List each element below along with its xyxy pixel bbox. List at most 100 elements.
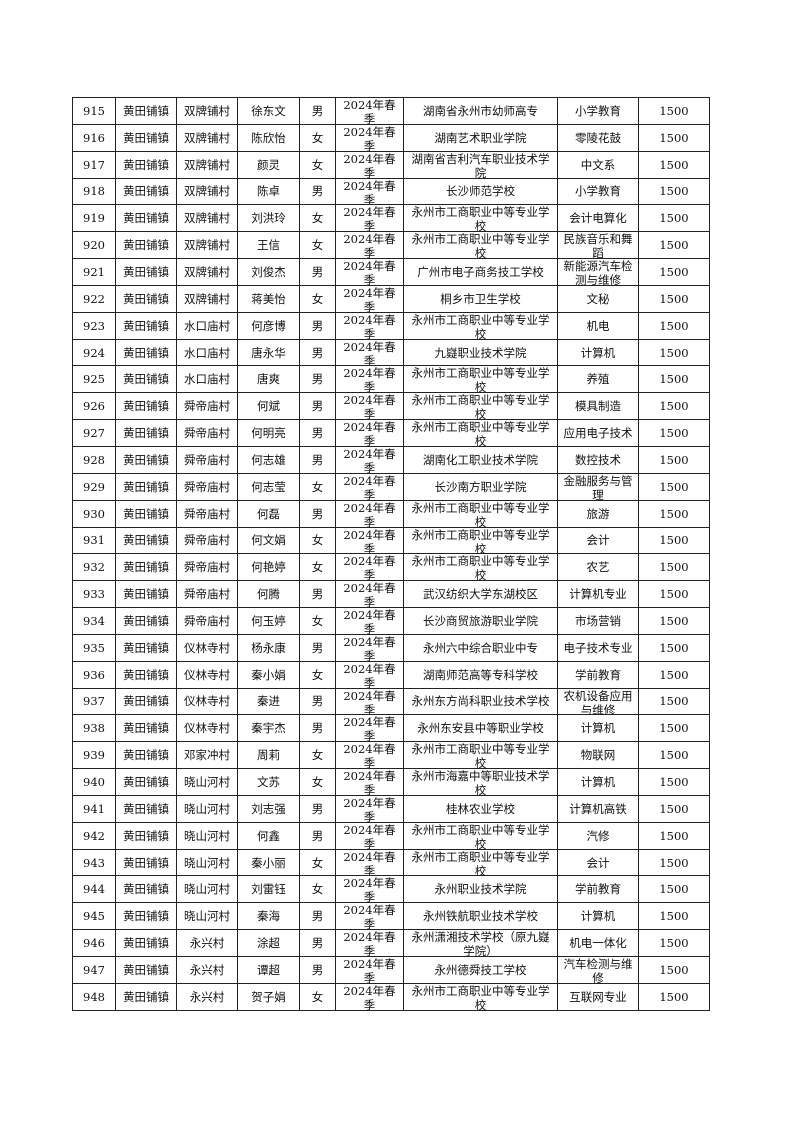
semester-cell: 2024年春季 — [335, 392, 404, 421]
major-cell: 机电一体化 — [557, 929, 639, 957]
gender-text: 男 — [311, 184, 324, 199]
amount-text: 1500 — [659, 264, 689, 279]
semester-text: 2024年春季 — [343, 957, 396, 983]
gender-cell: 女 — [299, 472, 336, 501]
major-cell: 民族音乐和舞蹈 — [557, 231, 639, 260]
town-cell: 黄田铺镇 — [115, 231, 177, 260]
serial-number-cell: 945 — [72, 902, 116, 931]
town-cell: 黄田铺镇 — [115, 902, 177, 931]
table-row: 942 黄田铺镇 晓山河村 何鑫 男 2024年春季 永州市工商职业中等专业学校 汽修 1500 — [72, 821, 710, 850]
school-text: 永州职业技术学院 — [434, 882, 527, 897]
gender-text: 男 — [311, 372, 324, 387]
amount-cell: 1500 — [638, 821, 710, 850]
school-text: 永州市工商职业中等专业学校 — [411, 366, 550, 393]
semester-text: 2024年春季 — [343, 500, 396, 527]
table-row: 927 黄田铺镇 舜帝庙村 何明亮 男 2024年春季 永州市工商职业中等专业学校 应用电子技… — [72, 419, 710, 447]
village-text: 舜帝庙村 — [184, 533, 230, 548]
village-text: 舜帝庙村 — [184, 506, 230, 521]
amount-cell: 1500 — [638, 929, 710, 957]
major-text: 农艺 — [586, 560, 610, 575]
amount-text: 1500 — [659, 721, 689, 736]
serial-number-text: 946 — [83, 936, 105, 951]
semester-text: 2024年春季 — [343, 446, 396, 473]
major-cell: 零陵花鼓 — [557, 123, 639, 152]
serial-number-cell: 926 — [72, 392, 116, 421]
student-name-text: 文苏 — [257, 775, 280, 790]
semester-text: 2024年春季 — [343, 661, 396, 688]
student-name-cell: 涂超 — [237, 929, 300, 957]
serial-number-cell: 930 — [72, 499, 116, 528]
student-name-text: 刘雷钰 — [251, 882, 286, 897]
school-cell: 湖南化工职业技术学院 — [403, 445, 558, 474]
town-text: 黄田铺镇 — [123, 130, 169, 145]
gender-cell: 女 — [299, 553, 336, 582]
gender-cell: 男 — [299, 365, 336, 394]
student-name-text: 何志莹 — [251, 479, 286, 494]
village-text: 舜帝庙村 — [184, 452, 230, 467]
village-cell: 水口庙村 — [176, 338, 238, 367]
table-row: 937 黄田铺镇 仪林寺村 秦进 男 2024年春季 永州东方尚科职业技术学校 农机设备应用与… — [72, 687, 710, 716]
student-name-cell: 王信 — [237, 231, 300, 260]
gender-text: 男 — [311, 962, 324, 977]
village-text: 仪林寺村 — [184, 667, 230, 682]
student-name-text: 蒋美怡 — [251, 291, 286, 306]
table-row: 920 黄田铺镇 双牌铺村 王信 女 2024年春季 永州市工商职业中等专业学校 民族音乐和舞… — [72, 231, 710, 260]
student-name-cell: 何文娟 — [237, 526, 300, 555]
major-text: 物联网 — [580, 748, 616, 763]
school-cell: 永州市工商职业中等专业学校 — [403, 821, 558, 850]
semester-cell: 2024年春季 — [335, 526, 404, 555]
school-cell: 永州市工商职业中等专业学校 — [403, 231, 558, 260]
serial-number-text: 941 — [83, 801, 105, 816]
school-text: 永州市工商职业中等专业学校 — [411, 232, 550, 259]
serial-number-text: 923 — [83, 318, 105, 333]
amount-text: 1500 — [659, 533, 689, 548]
amount-text: 1500 — [659, 828, 689, 843]
serial-number-text: 919 — [83, 211, 105, 226]
town-text: 黄田铺镇 — [123, 909, 169, 924]
serial-number-cell: 934 — [72, 607, 116, 635]
major-cell: 计算机 — [557, 714, 639, 743]
town-text: 黄田铺镇 — [123, 828, 169, 843]
table-row: 933 黄田铺镇 舜帝庙村 何腾 男 2024年春季 武汉纺织大学东湖校区 计算机专业 1500 — [72, 580, 710, 609]
amount-cell: 1500 — [638, 150, 710, 179]
town-cell: 黄田铺镇 — [115, 553, 177, 582]
semester-text: 2024年春季 — [343, 822, 396, 849]
student-name-cell: 刘洪玲 — [237, 204, 300, 233]
student-name-text: 唐永华 — [251, 345, 286, 360]
amount-cell: 1500 — [638, 580, 710, 609]
town-cell: 黄田铺镇 — [115, 419, 177, 447]
serial-number-text: 924 — [83, 345, 105, 360]
semester-text: 2024年春季 — [343, 178, 396, 205]
school-cell: 永州东方尚科职业技术学校 — [403, 687, 558, 716]
table-row: 918 黄田铺镇 双牌铺村 陈卓 男 2024年春季 长沙师范学校 小学教育 1500 — [72, 177, 710, 206]
gender-text: 男 — [311, 909, 324, 924]
major-text: 民族音乐和舞蹈 — [563, 232, 633, 259]
school-text: 永州市工商职业中等专业学校 — [411, 849, 550, 876]
town-text: 黄田铺镇 — [123, 587, 169, 602]
semester-text: 2024年春季 — [343, 930, 396, 956]
table-row: 939 黄田铺镇 邓家冲村 周莉 女 2024年春季 永州市工商职业中等专业学校 物联网 150… — [72, 741, 710, 770]
student-name-text: 周莉 — [257, 748, 280, 763]
town-text: 黄田铺镇 — [123, 345, 169, 360]
school-text: 永州市工商职业中等专业学校 — [411, 205, 550, 232]
town-cell: 黄田铺镇 — [115, 123, 177, 152]
gender-text: 男 — [311, 264, 324, 279]
serial-number-text: 936 — [83, 667, 105, 682]
amount-text: 1500 — [659, 801, 689, 816]
semester-cell: 2024年春季 — [335, 177, 404, 206]
major-cell: 汽修 — [557, 821, 639, 850]
school-text: 永州市海嘉中等职业技术学校 — [411, 769, 550, 795]
student-name-text: 何彦博 — [251, 318, 286, 333]
gender-cell: 男 — [299, 177, 336, 206]
town-cell: 黄田铺镇 — [115, 258, 177, 286]
gender-text: 男 — [311, 506, 324, 521]
student-name-text: 何腾 — [257, 587, 280, 602]
amount-cell: 1500 — [638, 607, 710, 635]
table-row: 916 黄田铺镇 双牌铺村 陈欣怡 女 2024年春季 湖南艺术职业学院 零陵花鼓 1500 — [72, 123, 710, 152]
semester-cell: 2024年春季 — [335, 768, 404, 796]
table-row: 944 黄田铺镇 晓山河村 刘雷钰 女 2024年春季 永州职业技术学院 学前教育 1500 — [72, 875, 710, 904]
major-cell: 小学教育 — [557, 97, 639, 125]
amount-text: 1500 — [659, 345, 689, 360]
town-text: 黄田铺镇 — [123, 399, 169, 414]
table-row: 947 黄田铺镇 永兴村 谭超 男 2024年春季 永州德舜技工学校 汽车检测与维修 1500 — [72, 956, 710, 984]
